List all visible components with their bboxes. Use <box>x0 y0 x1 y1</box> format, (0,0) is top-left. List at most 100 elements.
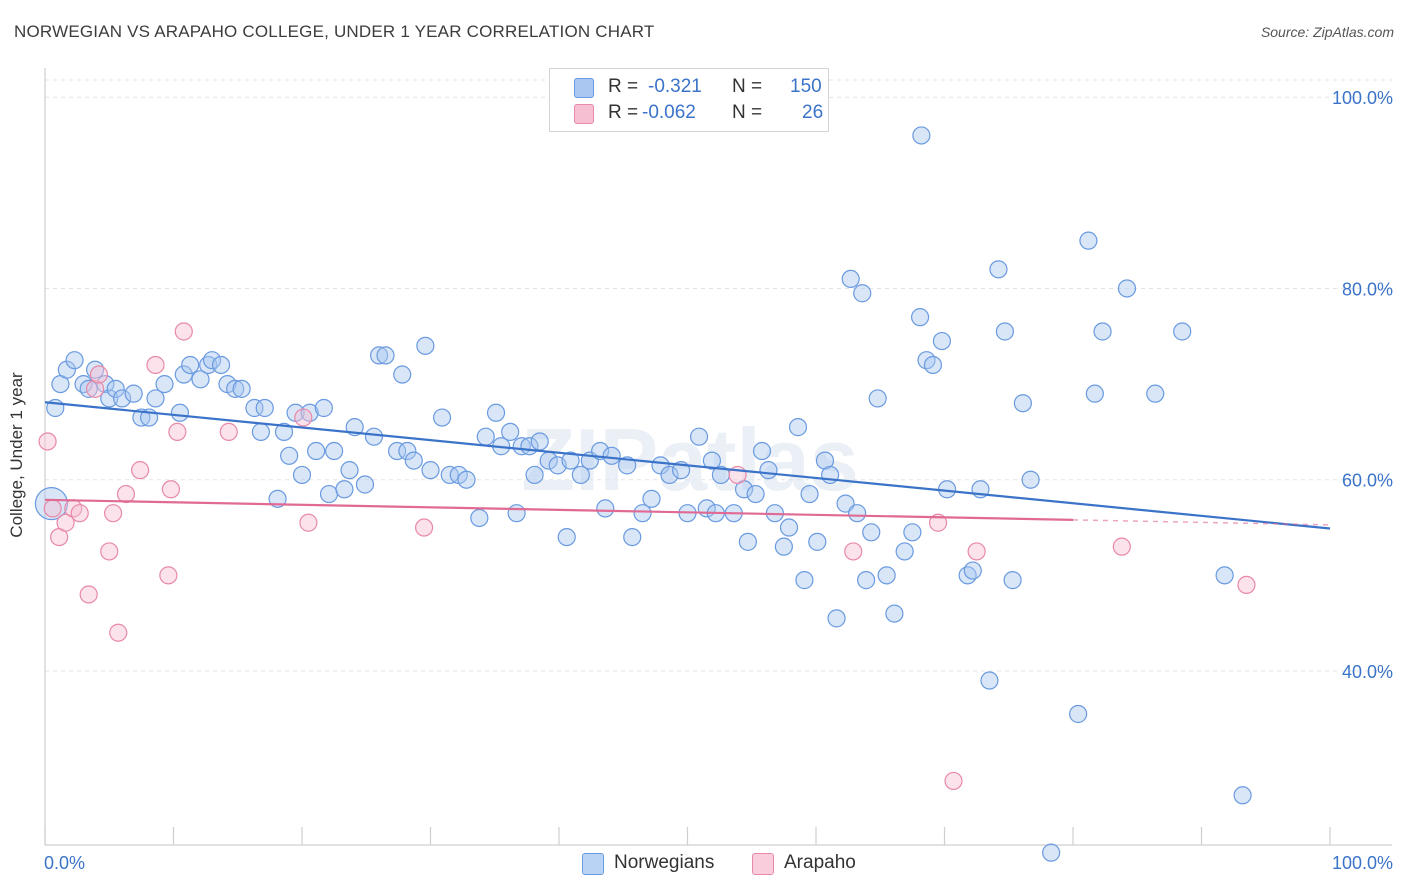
norwegians-point <box>476 427 495 446</box>
norwegians-point <box>155 374 174 394</box>
norwegians-point <box>774 537 793 556</box>
norwegians-point <box>995 322 1014 341</box>
norwegians-point <box>853 284 872 303</box>
norwegians-point <box>857 571 876 590</box>
arapaho-point <box>928 513 948 532</box>
legend-n-label: N = <box>732 102 763 123</box>
legend-r-label: R = <box>608 76 639 97</box>
arapaho-point <box>219 422 238 441</box>
norwegians-point <box>795 571 814 590</box>
norwegians-point <box>325 441 344 461</box>
norwegians-point <box>660 465 679 485</box>
norwegians-point <box>759 461 778 480</box>
norwegians-point <box>1003 571 1022 590</box>
arapaho-point <box>168 422 187 441</box>
arapaho-point <box>130 461 150 480</box>
trend-lines <box>44 401 1331 530</box>
norwegians-point <box>470 508 489 528</box>
source-label: Source: ZipAtlas.com <box>1260 24 1394 40</box>
arapaho-point <box>161 480 181 499</box>
norwegians-point <box>280 446 299 465</box>
arapaho-point <box>79 585 98 604</box>
norwegians-point <box>1146 384 1165 403</box>
norwegians-point <box>486 403 506 422</box>
norwegians-point <box>1117 279 1137 298</box>
norwegians-point <box>525 465 544 485</box>
norwegians-point <box>112 389 132 408</box>
norwegians-point <box>596 499 615 518</box>
norwegians-point <box>903 523 922 542</box>
norwegians-point <box>370 346 389 365</box>
series-arapaho <box>38 322 1256 791</box>
norwegians-point <box>364 427 384 446</box>
norwegians-point <box>181 355 200 375</box>
y-tick-label: 100.0% <box>1332 88 1393 108</box>
norwegians-point <box>376 346 395 365</box>
legend-swatch-arapaho <box>752 853 774 875</box>
norwegians-point <box>746 484 765 504</box>
arapaho-point <box>844 542 863 561</box>
norwegians-point <box>689 427 709 446</box>
norwegians-point <box>895 542 914 561</box>
norwegians-point <box>132 408 151 427</box>
legend-label-arapaho: Arapaho <box>784 852 856 873</box>
norwegians-point <box>912 126 931 145</box>
arapaho-point <box>294 408 313 427</box>
trendline-arapaho-extension <box>1072 519 1331 526</box>
legend-r-label: R = <box>608 102 639 123</box>
arapaho-point <box>38 432 57 451</box>
norwegians-point <box>319 484 339 504</box>
y-tick-label: 80.0% <box>1342 279 1393 299</box>
norwegians-point <box>1093 322 1112 341</box>
arapaho-point <box>159 566 178 585</box>
arapaho-point <box>43 499 62 518</box>
norwegians-point <box>702 451 722 470</box>
norwegians-point <box>1215 566 1234 585</box>
arapaho-point <box>944 771 963 791</box>
norwegians-point <box>808 532 827 551</box>
norwegians-point <box>355 475 375 494</box>
norwegians-point <box>421 461 440 480</box>
norwegians-point <box>387 441 407 461</box>
norwegians-point <box>268 489 287 508</box>
norwegians-point <box>255 398 274 418</box>
norwegians-point <box>618 456 637 475</box>
norwegians-point <box>124 384 143 403</box>
norwegians-point <box>226 379 245 398</box>
legend-swatch-arapaho <box>574 104 594 124</box>
norwegians-point <box>1079 231 1098 250</box>
norwegians-point <box>416 336 435 355</box>
norwegians-point <box>146 389 165 408</box>
norwegians-point <box>848 504 867 523</box>
norwegians-point <box>1085 384 1104 403</box>
x-tick-label: 100.0% <box>1332 853 1393 873</box>
norwegians-point <box>815 451 835 470</box>
correlation-legend: R = -0.321 N = 150 R = -0.062 N = 26 <box>549 68 829 132</box>
norwegians-point <box>404 451 423 470</box>
norwegians-point <box>457 470 476 489</box>
arapaho-point <box>146 355 165 375</box>
legend-label-norwegians: Norwegians <box>614 852 715 873</box>
arapaho-point <box>109 623 128 642</box>
norwegians-point <box>989 260 1008 279</box>
norwegians-point <box>501 422 520 441</box>
y-axis-label: College, Under 1 year <box>7 372 26 538</box>
norwegians-point <box>191 370 210 389</box>
norwegians-point <box>1042 843 1061 862</box>
norwegians-point <box>980 671 999 690</box>
norwegians-point <box>877 566 896 585</box>
norwegians-point <box>106 379 125 398</box>
watermark: ZIPatlas <box>521 410 858 509</box>
legend-r-value: -0.321 <box>648 76 702 97</box>
norwegians-point <box>292 465 312 485</box>
norwegians-point <box>57 360 76 379</box>
arapaho-point <box>299 513 318 532</box>
tick-labels: 100.0% 80.0% 60.0% 40.0% 0.0% 100.0% <box>44 88 1393 873</box>
norwegians-point <box>788 418 808 437</box>
norwegians-point <box>335 480 354 499</box>
y-tick-label: 60.0% <box>1342 471 1393 491</box>
norwegians-point <box>174 365 193 384</box>
norwegians-point <box>79 379 98 398</box>
arapaho-point <box>89 365 109 384</box>
norwegians-point <box>642 489 661 508</box>
